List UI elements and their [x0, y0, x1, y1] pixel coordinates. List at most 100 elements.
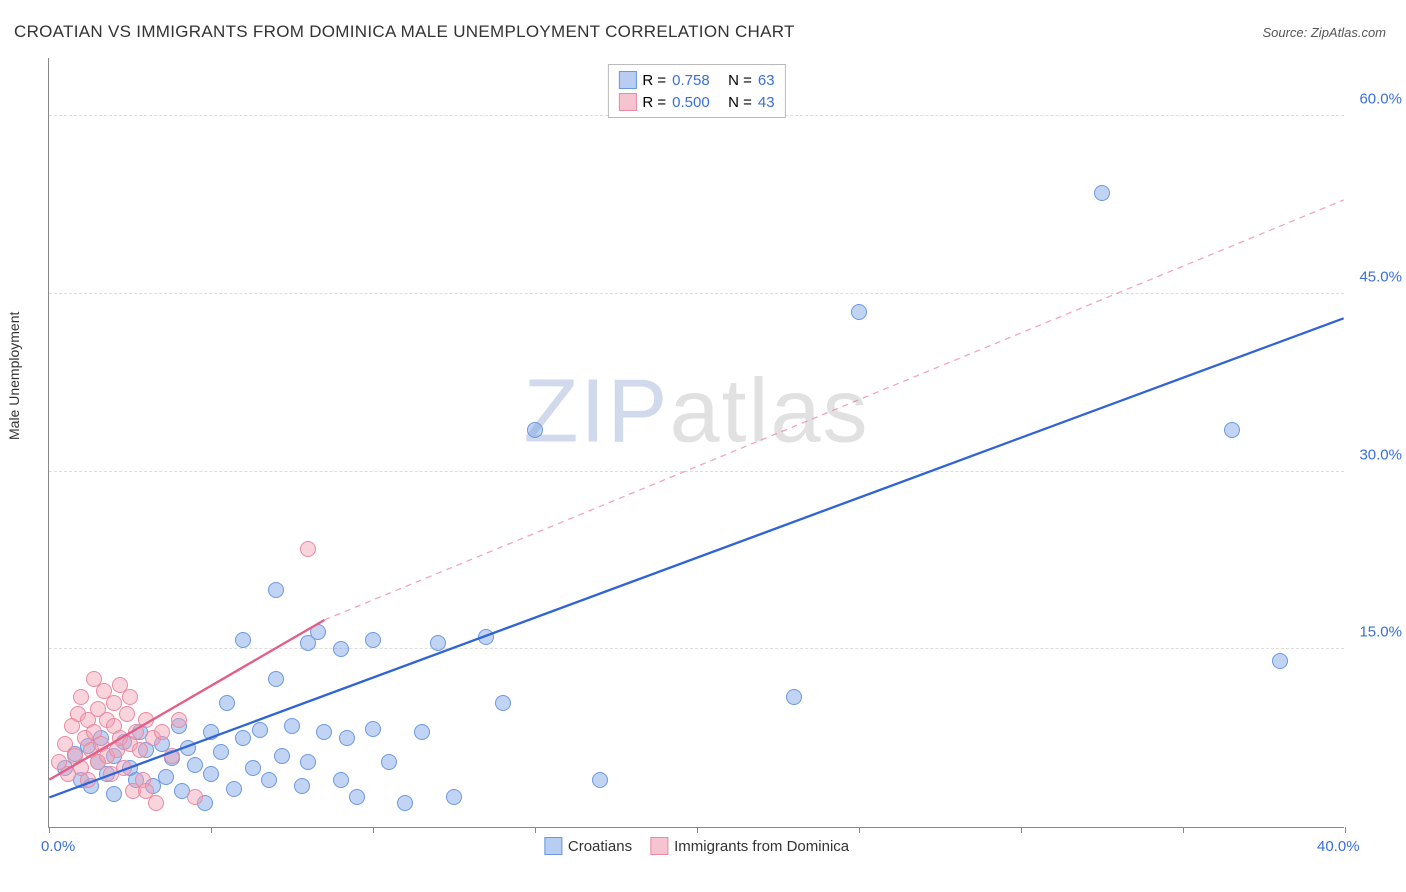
data-point-croatians: [446, 789, 462, 805]
x-tick: [697, 827, 698, 833]
data-point-dominica: [73, 689, 89, 705]
legend-item-croatians: Croatians: [544, 837, 632, 855]
data-point-croatians: [851, 304, 867, 320]
r-value-dominica: 0.500: [672, 94, 722, 111]
data-point-dominica: [132, 742, 148, 758]
r-label: R =: [642, 94, 666, 111]
data-point-croatians: [106, 786, 122, 802]
data-point-croatians: [1094, 185, 1110, 201]
y-tick-label: 15.0%: [1359, 624, 1402, 641]
data-point-croatians: [235, 632, 251, 648]
data-point-croatians: [1224, 422, 1240, 438]
data-point-dominica: [119, 706, 135, 722]
data-point-croatians: [365, 632, 381, 648]
data-point-croatians: [245, 760, 261, 776]
source-attribution: Source: ZipAtlas.com: [1262, 25, 1386, 40]
data-point-croatians: [495, 695, 511, 711]
data-point-croatians: [235, 730, 251, 746]
data-point-croatians: [430, 635, 446, 651]
x-tick-label: 0.0%: [41, 838, 75, 855]
x-tick-label: 40.0%: [1317, 838, 1360, 855]
data-point-croatians: [203, 766, 219, 782]
x-tick: [1183, 827, 1184, 833]
data-point-croatians: [158, 769, 174, 785]
x-tick: [49, 827, 50, 833]
data-point-croatians: [294, 778, 310, 794]
data-point-croatians: [274, 748, 290, 764]
data-point-croatians: [284, 718, 300, 734]
x-tick: [1345, 827, 1346, 833]
gridline-h: [49, 471, 1344, 472]
legend-swatch2-croatians: [544, 837, 562, 855]
legend-swatch2-dominica: [650, 837, 668, 855]
data-point-croatians: [333, 772, 349, 788]
watermark-part1: ZIP: [523, 361, 669, 461]
data-point-croatians: [310, 624, 326, 640]
data-point-dominica: [116, 760, 132, 776]
data-point-croatians: [187, 757, 203, 773]
legend-series: Croatians Immigrants from Dominica: [544, 837, 849, 855]
x-tick: [859, 827, 860, 833]
gridline-h: [49, 648, 1344, 649]
x-tick: [535, 827, 536, 833]
data-point-croatians: [316, 724, 332, 740]
data-point-croatians: [180, 740, 196, 756]
data-point-croatians: [397, 795, 413, 811]
data-point-dominica: [138, 712, 154, 728]
data-point-croatians: [478, 629, 494, 645]
data-point-dominica: [164, 748, 180, 764]
data-point-dominica: [154, 724, 170, 740]
n-value-croatians: 63: [758, 72, 775, 89]
chart-title: CROATIAN VS IMMIGRANTS FROM DOMINICA MAL…: [14, 22, 795, 42]
legend-item-dominica: Immigrants from Dominica: [650, 837, 849, 855]
legend-label-croatians: Croatians: [568, 838, 632, 855]
plot-area: ZIPatlas R = 0.758 N = 63 R = 0.500 N = …: [48, 58, 1344, 828]
data-point-croatians: [300, 754, 316, 770]
data-point-dominica: [300, 541, 316, 557]
legend-stats-row-0: R = 0.758 N = 63: [618, 69, 774, 91]
data-point-croatians: [414, 724, 430, 740]
y-tick-label: 60.0%: [1359, 91, 1402, 108]
legend-stats: R = 0.758 N = 63 R = 0.500 N = 43: [607, 64, 785, 118]
y-tick-label: 30.0%: [1359, 446, 1402, 463]
data-point-croatians: [592, 772, 608, 788]
data-point-croatians: [226, 781, 242, 797]
n-label: N =: [728, 94, 752, 111]
data-point-croatians: [261, 772, 277, 788]
x-tick: [373, 827, 374, 833]
gridline-h: [49, 293, 1344, 294]
data-point-dominica: [148, 795, 164, 811]
data-point-croatians: [213, 744, 229, 760]
legend-label-dominica: Immigrants from Dominica: [674, 838, 849, 855]
trend-lines: [49, 58, 1344, 827]
data-point-croatians: [268, 582, 284, 598]
data-point-croatians: [268, 671, 284, 687]
data-point-dominica: [187, 789, 203, 805]
data-point-croatians: [333, 641, 349, 657]
data-point-croatians: [527, 422, 543, 438]
data-point-croatians: [786, 689, 802, 705]
data-point-croatians: [219, 695, 235, 711]
data-point-croatians: [339, 730, 355, 746]
y-tick-label: 45.0%: [1359, 268, 1402, 285]
n-label: N =: [728, 72, 752, 89]
data-point-croatians: [381, 754, 397, 770]
legend-swatch-dominica: [618, 93, 636, 111]
r-label: R =: [642, 72, 666, 89]
x-tick: [211, 827, 212, 833]
data-point-dominica: [80, 772, 96, 788]
watermark: ZIPatlas: [523, 360, 869, 463]
data-point-croatians: [365, 721, 381, 737]
data-point-croatians: [349, 789, 365, 805]
x-tick: [1021, 827, 1022, 833]
data-point-croatians: [203, 724, 219, 740]
data-point-croatians: [1272, 653, 1288, 669]
data-point-dominica: [122, 689, 138, 705]
data-point-dominica: [106, 695, 122, 711]
data-point-croatians: [252, 722, 268, 738]
watermark-part2: atlas: [669, 361, 869, 461]
y-axis-label: Male Unemployment: [6, 312, 22, 440]
legend-swatch-croatians: [618, 71, 636, 89]
data-point-dominica: [171, 712, 187, 728]
legend-stats-row-1: R = 0.500 N = 43: [618, 91, 774, 113]
